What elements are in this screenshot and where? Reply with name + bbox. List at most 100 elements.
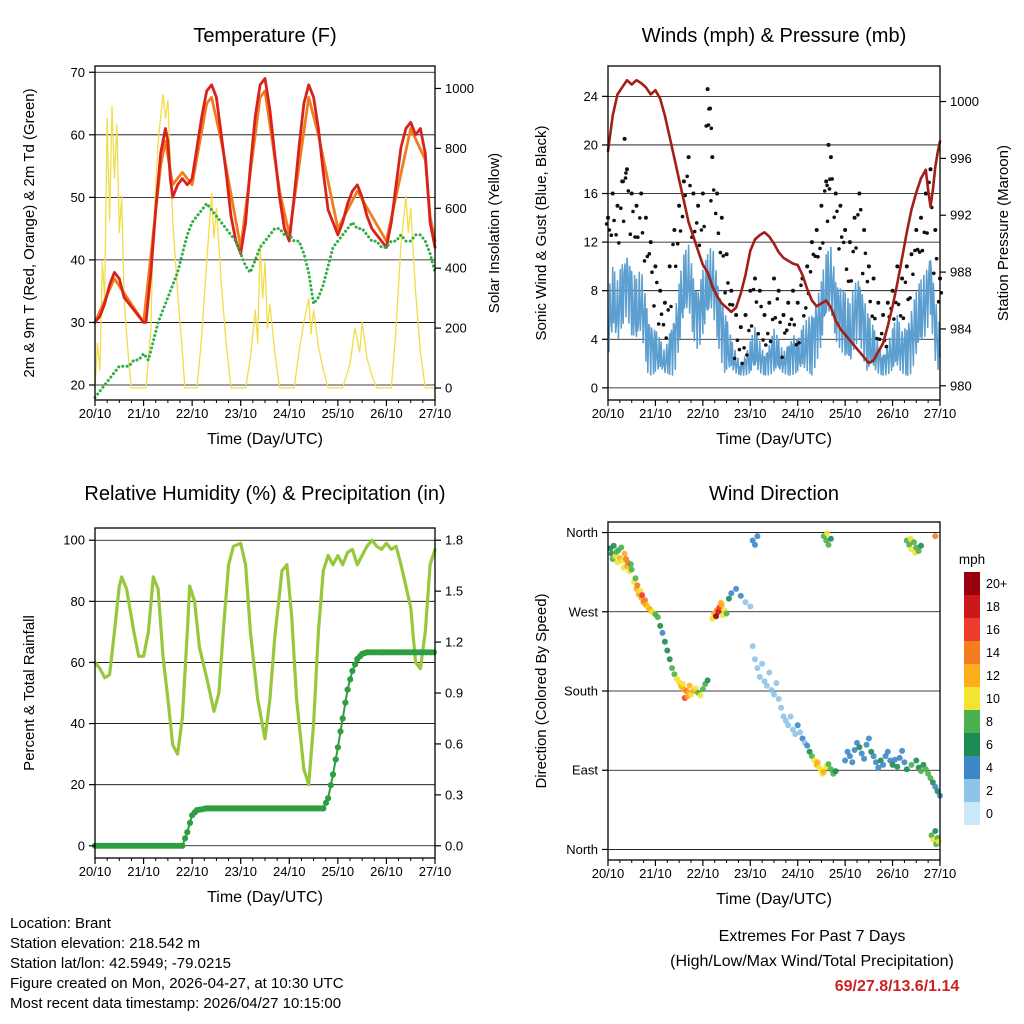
svg-text:10: 10 — [986, 692, 1000, 706]
svg-text:20/10: 20/10 — [79, 864, 112, 879]
extremes-summary: Extremes For Past 7 Days (High/Low/Max W… — [600, 924, 1024, 999]
svg-text:Time (Day/UTC): Time (Day/UTC) — [207, 431, 323, 448]
svg-text:60: 60 — [71, 655, 85, 670]
relative-humidity-line — [93, 538, 437, 787]
svg-text:0.9: 0.9 — [445, 686, 463, 701]
svg-text:100: 100 — [63, 533, 85, 548]
temp-9m-line — [93, 89, 437, 324]
winds-axes: 0 4 8 12 16 20 24 980 984 988 992 996 1000 20/10 21/10… — [584, 89, 979, 421]
svg-text:23/10: 23/10 — [224, 406, 257, 421]
svg-text:21/10: 21/10 — [127, 406, 160, 421]
figure-created-timestamp: Figure created on Mon, 2026-04-27, at 10… — [10, 975, 344, 992]
svg-text:8: 8 — [591, 283, 598, 298]
svg-text:27/10: 27/10 — [924, 866, 957, 881]
svg-text:23/10: 23/10 — [734, 406, 767, 421]
svg-text:Sonic Wind & Gust (Blue, Black: Sonic Wind & Gust (Blue, Black) — [533, 125, 550, 340]
svg-text:800: 800 — [445, 141, 467, 156]
station-elevation: Station elevation: 218.542 m — [10, 935, 201, 952]
svg-text:East: East — [572, 763, 598, 778]
svg-text:24/10: 24/10 — [781, 866, 814, 881]
svg-text:Relative Humidity (%) & Precip: Relative Humidity (%) & Precipitation (i… — [84, 483, 445, 505]
svg-text:12: 12 — [986, 669, 1000, 683]
svg-text:980: 980 — [950, 378, 972, 393]
svg-text:23/10: 23/10 — [224, 864, 257, 879]
svg-text:400: 400 — [445, 261, 467, 276]
solar-insolation-line — [94, 93, 436, 389]
svg-text:Time (Day/UTC): Time (Day/UTC) — [716, 891, 832, 908]
svg-text:8: 8 — [986, 715, 993, 729]
svg-text:20+: 20+ — [986, 577, 1007, 591]
svg-text:6: 6 — [986, 738, 993, 752]
svg-text:Solar Insolation (Yellow): Solar Insolation (Yellow) — [486, 153, 503, 313]
svg-text:1000: 1000 — [950, 94, 979, 109]
svg-text:25/10: 25/10 — [829, 866, 862, 881]
svg-text:18: 18 — [986, 600, 1000, 614]
station-info: Location: Brant Station elevation: 218.5… — [10, 914, 344, 1014]
winds-pressure-panel: 0 4 8 12 16 20 24 980 984 988 992 996 1000 20/10 21/10… — [533, 25, 1012, 448]
svg-text:25/10: 25/10 — [322, 406, 355, 421]
svg-text:0: 0 — [591, 380, 598, 395]
svg-text:4: 4 — [591, 332, 598, 347]
svg-text:26/10: 26/10 — [370, 864, 403, 879]
svg-text:25/10: 25/10 — [322, 864, 355, 879]
svg-text:996: 996 — [950, 151, 972, 166]
extremes-subtitle: (High/Low/Max Wind/Total Precipitation) — [670, 953, 954, 970]
svg-text:27/10: 27/10 — [924, 406, 957, 421]
svg-text:24/10: 24/10 — [273, 406, 306, 421]
svg-text:40: 40 — [71, 252, 85, 267]
humidity-precip-panel: 0 20 40 60 80 100 0.0 0.3 0.6 0.9 1.2 1.5 1.8 20/10 21… — [21, 483, 463, 906]
svg-text:2: 2 — [986, 784, 993, 798]
svg-text:984: 984 — [950, 321, 972, 336]
wind_direction-axes: North West South East North 20/10 21/10 22/10 23… — [564, 525, 956, 881]
svg-text:600: 600 — [445, 201, 467, 216]
svg-text:North: North — [566, 842, 598, 857]
svg-text:21/10: 21/10 — [639, 406, 672, 421]
wind-direction-panel: North West South East North 20/10 21/10 22/10 23… — [533, 483, 1007, 908]
svg-text:20/10: 20/10 — [592, 866, 625, 881]
svg-text:60: 60 — [71, 127, 85, 142]
temperature-panel: 20 30 40 50 60 70 0 200 400 600 800 1000 20/10 21/10 2… — [21, 25, 503, 448]
svg-text:1.2: 1.2 — [445, 635, 463, 650]
sonic-wind-band — [607, 244, 941, 376]
svg-text:Temperature (F): Temperature (F) — [193, 25, 336, 47]
svg-text:26/10: 26/10 — [876, 866, 909, 881]
extremes-title: Extremes For Past 7 Days — [718, 928, 906, 945]
svg-text:0: 0 — [78, 838, 85, 853]
svg-text:22/10: 22/10 — [687, 406, 720, 421]
svg-text:988: 988 — [950, 265, 972, 280]
svg-text:30: 30 — [71, 315, 85, 330]
svg-text:24/10: 24/10 — [781, 406, 814, 421]
station-location: Location: Brant — [10, 915, 111, 932]
svg-text:24: 24 — [584, 89, 598, 104]
svg-text:40: 40 — [71, 716, 85, 731]
svg-text:0.3: 0.3 — [445, 787, 463, 802]
svg-text:Direction (Colored By Speed): Direction (Colored By Speed) — [533, 593, 550, 788]
svg-text:20/10: 20/10 — [592, 406, 625, 421]
svg-text:0: 0 — [986, 807, 993, 821]
svg-text:Winds (mph) & Pressure (mb): Winds (mph) & Pressure (mb) — [642, 25, 907, 47]
svg-text:1.8: 1.8 — [445, 533, 463, 548]
svg-text:4: 4 — [986, 761, 993, 775]
svg-text:200: 200 — [445, 321, 467, 336]
svg-text:23/10: 23/10 — [734, 866, 767, 881]
svg-text:70: 70 — [71, 65, 85, 80]
svg-text:20/10: 20/10 — [79, 406, 112, 421]
svg-text:0.0: 0.0 — [445, 838, 463, 853]
temp-2m-line — [93, 77, 437, 324]
svg-text:25/10: 25/10 — [829, 406, 862, 421]
svg-text:80: 80 — [71, 594, 85, 609]
svg-text:12: 12 — [584, 235, 598, 250]
svg-text:South: South — [564, 684, 598, 699]
svg-text:Wind Direction: Wind Direction — [709, 483, 839, 505]
humidity-axes: 0 20 40 60 80 100 0.0 0.3 0.6 0.9 1.2 1.5 1.8 20/10 21… — [63, 533, 463, 879]
total-rainfall-line — [91, 649, 437, 849]
svg-text:27/10: 27/10 — [419, 406, 452, 421]
svg-text:2m & 9m T (Red, Orange) & 2m T: 2m & 9m T (Red, Orange) & 2m Td (Green) — [21, 88, 38, 377]
svg-text:50: 50 — [71, 190, 85, 205]
svg-text:21/10: 21/10 — [127, 864, 160, 879]
extremes-value: 69/27.8/13.6/1.14 — [834, 978, 960, 995]
svg-text:26/10: 26/10 — [370, 406, 403, 421]
humidity-series — [91, 538, 437, 849]
svg-text:Time (Day/UTC): Time (Day/UTC) — [207, 889, 323, 906]
svg-text:West: West — [569, 604, 599, 619]
